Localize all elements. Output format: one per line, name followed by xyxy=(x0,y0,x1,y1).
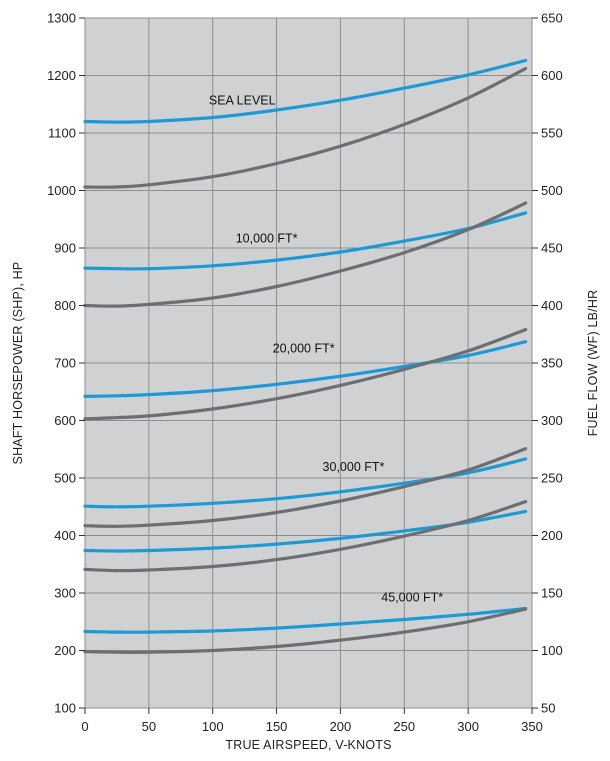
shp-curve xyxy=(83,340,528,398)
left-tick-label: 200 xyxy=(54,643,76,658)
fuel-flow-curve xyxy=(83,201,528,308)
altitude-label: 30,000 FT* xyxy=(323,460,385,474)
shp-curve xyxy=(83,606,528,634)
left-tick-label: 100 xyxy=(54,701,76,716)
altitude-labels: SEA LEVEL 10,000 FT* 20,000 FT* 30,000 FT* 4… xyxy=(209,93,443,604)
right-tick-label: 650 xyxy=(541,11,563,26)
x-tick-label: 0 xyxy=(81,719,88,734)
left-tick-label: 400 xyxy=(54,528,76,543)
left-tick-label: 600 xyxy=(54,413,76,428)
right-tick-label: 500 xyxy=(541,183,563,198)
fuel-flow-curve xyxy=(83,447,528,528)
right-tick-label: 200 xyxy=(541,528,563,543)
x-tick-label: 150 xyxy=(266,719,288,734)
altitude-label: 20,000 FT* xyxy=(273,342,335,356)
left-tick-label: 1200 xyxy=(47,68,76,83)
altitude-label: 10,000 FT* xyxy=(236,231,298,245)
x-tick-label: 200 xyxy=(330,719,352,734)
fuel-flow-curve xyxy=(83,328,528,421)
right-tick-label: 50 xyxy=(541,701,555,716)
altitude-label: 45,000 FT* xyxy=(381,591,443,605)
left-tick-label: 1300 xyxy=(47,11,76,26)
right-tick-label: 150 xyxy=(541,586,563,601)
x-tick-label: 100 xyxy=(202,719,224,734)
shp-curve xyxy=(83,58,528,124)
right-tick-label: 450 xyxy=(541,241,563,256)
left-axis-title: SHAFT HORSEPOWER (SHP), HP xyxy=(11,262,25,465)
right-axis-title: FUEL FLOW (WF) LB/HR xyxy=(586,290,600,437)
right-tick-label: 250 xyxy=(541,471,563,486)
right-tick-label: 350 xyxy=(541,356,563,371)
x-tick-label: 50 xyxy=(142,719,156,734)
right-tick-label: 300 xyxy=(541,413,563,428)
left-tick-label: 900 xyxy=(54,241,76,256)
right-tick-label: 100 xyxy=(541,643,563,658)
x-tick-label: 350 xyxy=(521,719,543,734)
right-tick-label: 550 xyxy=(541,126,563,141)
x-axis-title: TRUE AIRSPEED, V-KNOTS xyxy=(225,738,391,752)
right-tick-label: 400 xyxy=(541,298,563,313)
left-axis-ticks: 100 200 300 400 500 600 700 800 900 1000 1100 1200 1… xyxy=(47,11,85,716)
fuel-flow-curve xyxy=(83,607,528,654)
series-lines xyxy=(83,58,528,654)
x-tick-label: 250 xyxy=(393,719,415,734)
fuel-flow-curve xyxy=(83,67,528,189)
right-tick-label: 600 xyxy=(541,68,563,83)
left-tick-label: 1100 xyxy=(48,126,76,141)
x-axis-ticks: 0 50 100 150 200 250 300 350 xyxy=(81,708,543,734)
left-tick-label: 500 xyxy=(54,471,76,486)
shp-curve xyxy=(83,211,528,271)
altitude-label: SEA LEVEL xyxy=(209,93,276,107)
x-tick-label: 300 xyxy=(457,719,479,734)
left-tick-label: 700 xyxy=(54,356,76,371)
right-axis-ticks: 50 100 150 200 250 300 350 400 450 500 550 600 650 xyxy=(532,11,563,716)
left-tick-label: 300 xyxy=(54,586,76,601)
fuel-flow-curve xyxy=(83,500,528,573)
left-tick-label: 800 xyxy=(54,298,76,313)
left-tick-label: 1000 xyxy=(47,183,76,198)
